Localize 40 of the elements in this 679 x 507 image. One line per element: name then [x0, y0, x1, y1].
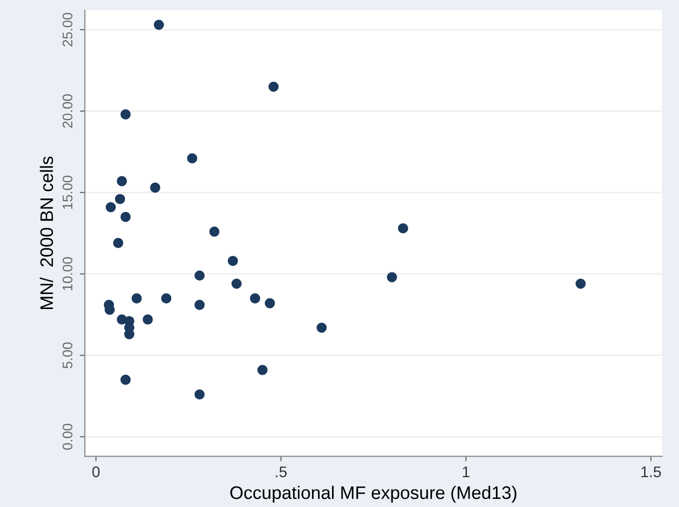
point	[209, 226, 220, 237]
y-tick-label: 0.00	[62, 424, 72, 450]
y-tick-label: 25.00	[62, 12, 72, 46]
point	[194, 389, 205, 400]
point	[113, 238, 124, 248]
point	[120, 212, 131, 222]
point	[194, 270, 205, 281]
point	[250, 293, 260, 304]
y-tick-label: 10.00	[62, 257, 72, 290]
y-axis-title: MN/ 2000 BN cells	[40, 156, 54, 309]
point	[120, 109, 131, 120]
point	[132, 293, 142, 304]
y-tick-label: 20.00	[62, 94, 72, 128]
point	[228, 256, 238, 266]
point	[231, 278, 242, 289]
y-tick-label: 15.00	[62, 176, 72, 209]
point	[576, 278, 586, 289]
y-tick-label: 5.00	[62, 342, 72, 368]
x-tick-label: 0	[92, 466, 100, 478]
point	[187, 153, 198, 164]
point	[194, 300, 205, 310]
point	[106, 202, 116, 212]
point	[124, 329, 134, 340]
point	[268, 82, 279, 92]
point	[116, 176, 127, 186]
point	[398, 223, 408, 234]
x-tick-label: .5	[276, 466, 287, 478]
point	[386, 272, 398, 282]
point	[120, 374, 131, 385]
point	[142, 314, 153, 325]
x-axis-title: Occupational MF exposure (Med13)	[230, 486, 516, 503]
point	[316, 322, 327, 333]
point	[161, 293, 172, 304]
point	[114, 194, 126, 204]
x-tick-label: 1	[462, 466, 470, 478]
point	[257, 364, 268, 376]
point	[154, 20, 164, 30]
point	[264, 298, 275, 308]
x-tick-label: 1.5	[641, 466, 661, 478]
point	[150, 182, 160, 193]
